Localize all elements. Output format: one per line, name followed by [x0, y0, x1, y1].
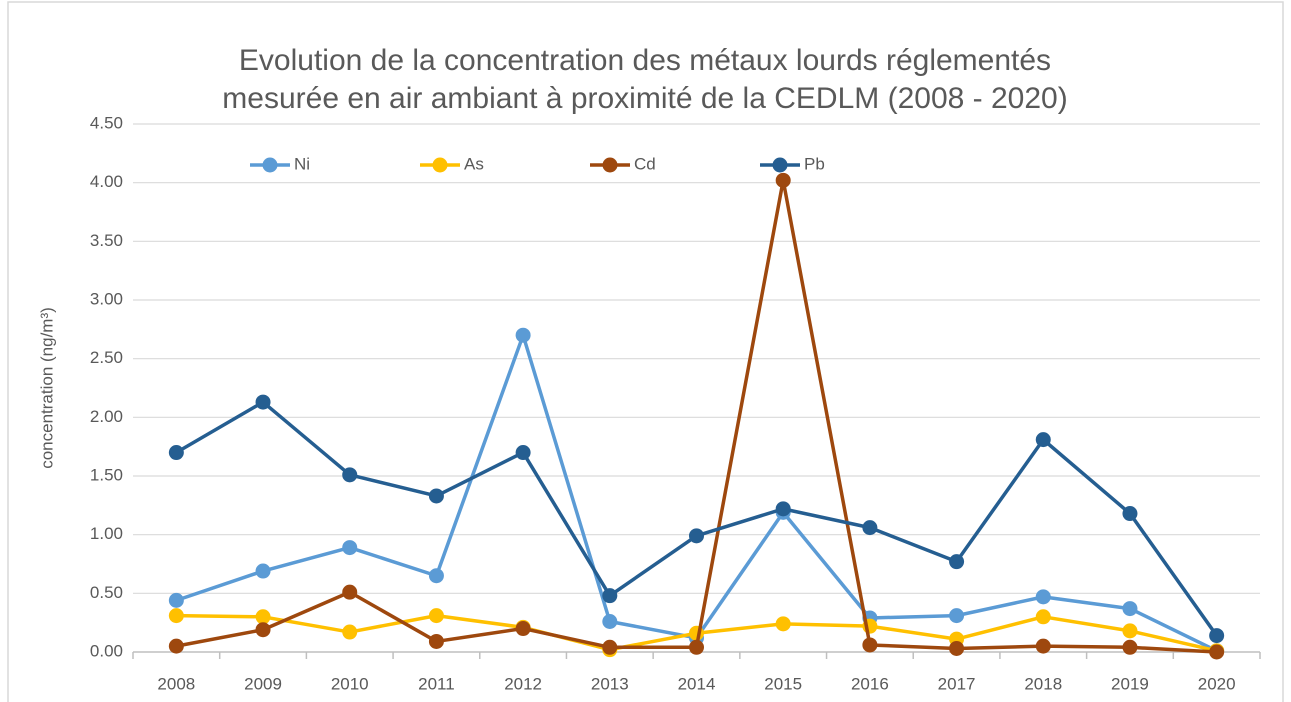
series-marker [775, 616, 791, 632]
series-marker [949, 608, 965, 624]
series-marker [602, 613, 618, 629]
series-marker [255, 609, 271, 625]
series-marker [428, 488, 444, 504]
series-marker [1122, 601, 1138, 617]
legend-swatch [262, 157, 278, 173]
x-tick-label: 2016 [851, 674, 889, 693]
series-marker [1122, 506, 1138, 522]
series-marker [168, 445, 184, 461]
y-tick-label: 4.00 [90, 172, 123, 191]
series-marker [949, 554, 965, 570]
x-tick-label: 2014 [678, 674, 716, 693]
y-tick-label: 0.00 [90, 641, 123, 660]
series-marker [515, 327, 531, 343]
series-marker [428, 633, 444, 649]
series-marker [342, 540, 358, 556]
series-marker [342, 467, 358, 483]
x-tick-label: 2011 [418, 674, 455, 693]
series-marker [168, 638, 184, 654]
series-marker [862, 637, 878, 653]
series-marker [342, 624, 358, 640]
series-marker [602, 588, 618, 604]
legend-swatch [602, 157, 618, 173]
y-tick-label: 1.00 [90, 524, 123, 543]
chart-title: mesurée en air ambiant à proximité de la… [222, 82, 1067, 115]
y-tick-label: 2.00 [90, 407, 123, 426]
series-marker [168, 608, 184, 624]
series-marker [168, 592, 184, 608]
series-marker [949, 640, 965, 656]
series-marker [775, 172, 791, 188]
legend-label: Pb [804, 154, 825, 173]
series-marker [1122, 623, 1138, 639]
x-tick-label: 2012 [504, 674, 542, 693]
series-marker [1122, 639, 1138, 655]
chart-title: Evolution de la concentration des métaux… [239, 44, 1051, 77]
series-marker [689, 639, 704, 655]
series-marker [255, 563, 271, 579]
x-tick-label: 2018 [1024, 674, 1062, 693]
series-marker [602, 639, 618, 655]
y-tick-label: 2.50 [90, 348, 123, 367]
x-tick-label: 2010 [331, 674, 369, 693]
x-tick-label: 2017 [938, 674, 976, 693]
series-marker [428, 568, 444, 584]
x-tick-label: 2008 [157, 674, 195, 693]
legend-label: As [464, 154, 484, 173]
series-marker [1035, 589, 1051, 605]
series-marker [775, 501, 791, 517]
y-axis-label: concentration (ng/m³) [37, 307, 56, 469]
series-marker [689, 528, 704, 544]
series-marker [1035, 432, 1051, 448]
y-tick-label: 0.50 [90, 583, 123, 602]
legend-swatch [772, 157, 788, 173]
series-marker [255, 622, 271, 638]
x-tick-label: 2015 [764, 674, 802, 693]
x-tick-label: 2020 [1198, 674, 1236, 693]
series-marker [1209, 628, 1225, 644]
y-tick-label: 3.50 [90, 231, 123, 250]
series-marker [342, 584, 358, 600]
series-marker [1035, 609, 1051, 625]
series-marker [1035, 638, 1051, 654]
y-tick-label: 3.00 [90, 289, 123, 308]
series-marker [862, 520, 878, 536]
legend-swatch [432, 157, 448, 173]
x-tick-label: 2013 [591, 674, 629, 693]
series-marker [428, 608, 444, 624]
x-tick-label: 2009 [244, 674, 282, 693]
y-tick-label: 1.50 [90, 465, 123, 484]
legend-label: Ni [294, 154, 310, 173]
series-marker [255, 394, 271, 410]
series-marker [515, 445, 531, 461]
y-tick-label: 4.50 [90, 113, 123, 132]
x-tick-label: 2019 [1111, 674, 1149, 693]
series-marker [1209, 644, 1225, 660]
legend-label: Cd [634, 154, 656, 173]
series-marker [515, 621, 531, 637]
